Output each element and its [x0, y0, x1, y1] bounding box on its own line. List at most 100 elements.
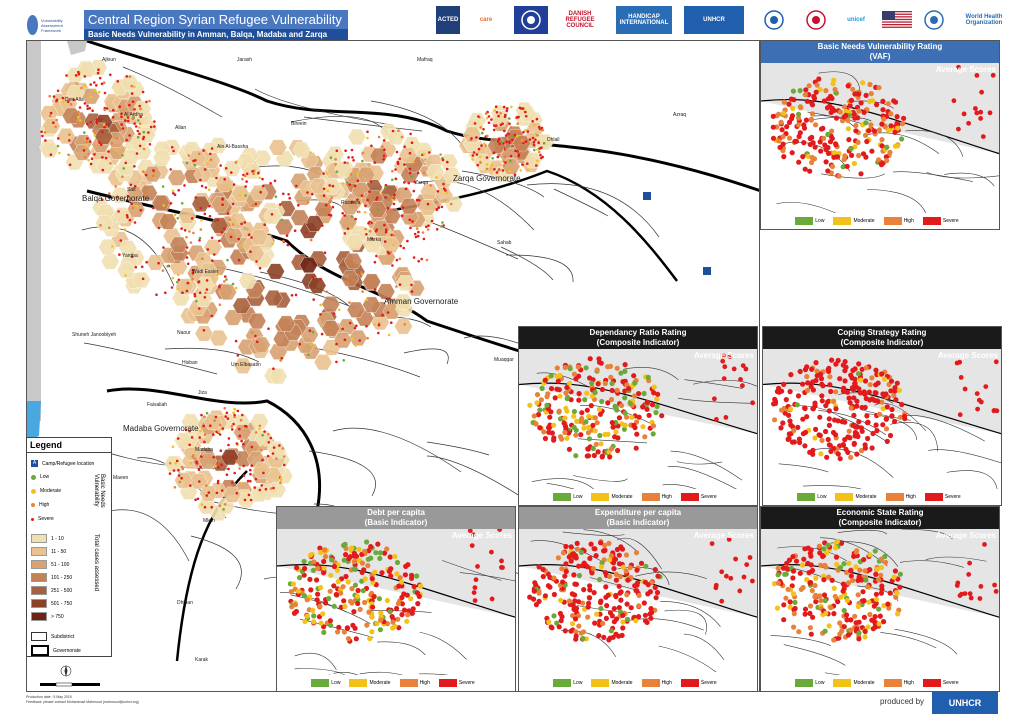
panel-score-dot [788, 422, 794, 428]
panel-score-dot [895, 611, 901, 617]
household-dot [349, 227, 353, 230]
panel-legend-swatch [438, 679, 457, 687]
legend-camp: A Camp/Refugee location [31, 460, 94, 467]
panel-score-dot [770, 135, 777, 141]
household-dot [126, 194, 130, 198]
household-dot [171, 189, 175, 193]
household-dot [422, 237, 426, 241]
household-dot [200, 218, 203, 222]
household-dot [377, 331, 380, 335]
panel-score-dot [831, 611, 837, 617]
household-dot [373, 323, 377, 326]
panel-score-dot [317, 603, 323, 609]
household-dot [223, 406, 226, 410]
panel-score-dot [770, 113, 776, 119]
panel-score-dot [805, 380, 811, 386]
household-dot [279, 481, 282, 484]
place-label: Zarqa Governorate [453, 174, 521, 183]
panel-score-dot [892, 388, 898, 394]
panel-score-dot [797, 88, 803, 94]
panel-score-dot [622, 395, 628, 401]
case-hex-cell [512, 135, 531, 152]
household-dot [416, 234, 420, 238]
household-dot [124, 274, 127, 277]
household-dot [361, 273, 364, 276]
panel-boundary [277, 563, 515, 618]
panel-score-dot [594, 420, 600, 426]
case-hex-cell [381, 237, 401, 253]
panel-score-dot [533, 421, 539, 427]
panel-score-dot [634, 431, 640, 437]
panel-score-dot [818, 371, 824, 377]
panel-score-dot [852, 91, 858, 97]
household-dot [202, 149, 205, 152]
household-dot [221, 203, 224, 206]
panel-score-dot [357, 606, 363, 612]
panel-score-dot [654, 403, 660, 409]
panel-score-dot [369, 614, 375, 620]
panel-score-dot [655, 573, 661, 579]
panel-subdistrict [576, 605, 631, 613]
household-dot [536, 159, 539, 163]
panel-subdistrict [890, 422, 939, 452]
panel-score-dot [346, 556, 352, 562]
panel-score-dot [818, 148, 824, 154]
panel-score-dot [788, 372, 794, 378]
household-dot [217, 287, 221, 291]
panel-score-dot [811, 93, 817, 100]
household-dot [279, 359, 282, 362]
panel-score-dot [351, 609, 357, 615]
household-dot [366, 336, 369, 340]
household-dot [220, 231, 223, 234]
panel-score-dot [837, 376, 843, 382]
panel-score-dot [833, 554, 840, 560]
panel-score-dot [879, 121, 885, 127]
panel-score-dot [862, 378, 869, 384]
household-dot [180, 227, 183, 230]
household-dot [101, 156, 104, 159]
panel-subdistrict [892, 171, 973, 182]
household-dot [528, 138, 532, 141]
place-label: Naour [177, 330, 191, 336]
household-dot [103, 91, 107, 95]
panel-score-dot [592, 546, 598, 552]
panel-legend-item: High [641, 679, 672, 687]
panel-score-dot [798, 105, 804, 111]
panel-score-dot [883, 426, 890, 432]
panel-score-dot [807, 135, 813, 142]
panel-score-dot [801, 125, 808, 131]
subdistrict-boundary [461, 170, 545, 198]
panel-score-dot [804, 98, 810, 104]
panel-score-dot [821, 135, 827, 141]
panel-score-dot [858, 100, 864, 106]
household-dot [328, 201, 332, 204]
panel-score-dot [809, 154, 815, 161]
household-dot [471, 154, 475, 157]
household-dot [109, 162, 112, 165]
household-dot [408, 218, 412, 222]
panel-score-dot [802, 92, 808, 98]
household-dot [55, 118, 58, 122]
panel-legend-label: High [905, 494, 916, 500]
household-dot [341, 182, 345, 185]
case-hex-cell [215, 176, 234, 193]
panel-score-dot [779, 127, 785, 133]
panel-score-dot [336, 624, 342, 630]
panel-score-dot [791, 439, 797, 445]
household-dot [134, 125, 138, 128]
panel-title-line1: Debt per capita [367, 508, 425, 517]
panel-score-dot [856, 574, 862, 580]
household-dot [101, 198, 104, 201]
panel-score-dot [571, 606, 577, 612]
household-dot [222, 455, 226, 459]
household-dot [318, 277, 322, 281]
household-dot [414, 235, 418, 239]
household-dot [200, 184, 204, 188]
household-dot [365, 233, 368, 236]
household-dot [271, 452, 275, 455]
panel-score-dot [355, 587, 361, 594]
household-dot [343, 214, 347, 217]
household-dot [383, 240, 387, 243]
household-dot [177, 189, 180, 192]
case-hex-cell [246, 245, 265, 262]
